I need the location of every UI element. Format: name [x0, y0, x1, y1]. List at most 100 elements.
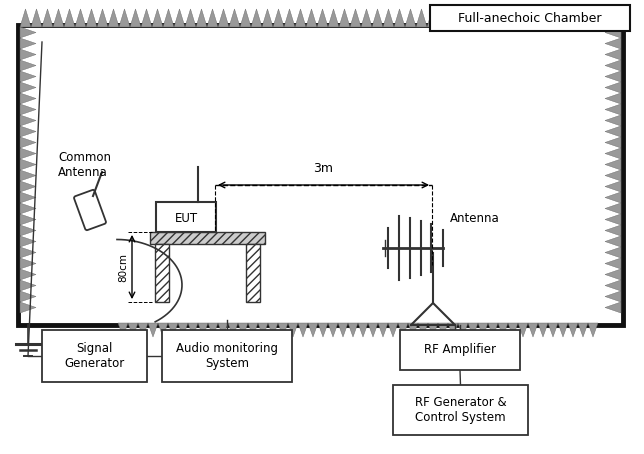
Polygon shape [317, 9, 328, 27]
Polygon shape [284, 9, 295, 27]
Polygon shape [20, 82, 36, 93]
Polygon shape [418, 323, 428, 337]
Polygon shape [268, 323, 278, 337]
Polygon shape [471, 9, 482, 27]
Polygon shape [605, 236, 621, 247]
Polygon shape [53, 9, 64, 27]
Polygon shape [603, 9, 614, 27]
Polygon shape [42, 9, 53, 27]
Text: Full-anechoic Chamber: Full-anechoic Chamber [459, 11, 601, 25]
Polygon shape [605, 49, 621, 60]
Polygon shape [75, 9, 86, 27]
Polygon shape [86, 9, 97, 27]
Polygon shape [605, 148, 621, 159]
Polygon shape [20, 269, 36, 280]
Bar [400, 330, 520, 370]
Polygon shape [20, 9, 31, 27]
Text: Signal
Generator: Signal Generator [64, 342, 125, 370]
Polygon shape [20, 137, 36, 148]
Bar [393, 385, 528, 435]
Polygon shape [515, 9, 526, 27]
Polygon shape [498, 323, 508, 337]
Polygon shape [605, 38, 621, 49]
Polygon shape [538, 323, 548, 337]
Polygon shape [605, 126, 621, 137]
Polygon shape [558, 323, 568, 337]
Polygon shape [163, 9, 174, 27]
Polygon shape [158, 323, 168, 337]
Polygon shape [31, 9, 42, 27]
Polygon shape [198, 323, 208, 337]
Polygon shape [408, 323, 418, 337]
Polygon shape [338, 323, 348, 337]
Polygon shape [605, 225, 621, 236]
Polygon shape [605, 71, 621, 82]
Polygon shape [251, 9, 262, 27]
Polygon shape [20, 291, 36, 302]
Polygon shape [448, 323, 458, 337]
Polygon shape [228, 323, 238, 337]
Polygon shape [559, 9, 570, 27]
Polygon shape [605, 181, 621, 192]
Polygon shape [605, 280, 621, 291]
FancyBboxPatch shape [74, 190, 106, 230]
Polygon shape [119, 9, 130, 27]
Text: Common
Antenna: Common Antenna [58, 151, 111, 179]
Polygon shape [348, 323, 358, 337]
Polygon shape [240, 9, 251, 27]
Polygon shape [108, 9, 119, 27]
Polygon shape [306, 9, 317, 27]
Polygon shape [20, 280, 36, 291]
Polygon shape [328, 323, 338, 337]
Polygon shape [262, 9, 273, 27]
Polygon shape [20, 236, 36, 247]
Polygon shape [20, 49, 36, 60]
Polygon shape [416, 9, 427, 27]
Polygon shape [405, 9, 416, 27]
Polygon shape [328, 9, 339, 27]
Polygon shape [185, 9, 196, 27]
Polygon shape [20, 225, 36, 236]
Polygon shape [138, 323, 148, 337]
Bar [155, 244, 169, 302]
Polygon shape [20, 203, 36, 214]
Polygon shape [482, 9, 493, 27]
Polygon shape [20, 302, 36, 313]
Polygon shape [488, 323, 498, 337]
Polygon shape [581, 9, 592, 27]
Text: 80cm: 80cm [118, 252, 128, 281]
Polygon shape [605, 137, 621, 148]
Bar [150, 232, 265, 244]
Polygon shape [537, 9, 548, 27]
Text: Audio monitoring
System: Audio monitoring System [176, 342, 278, 370]
Polygon shape [605, 27, 621, 38]
Polygon shape [148, 323, 158, 337]
Polygon shape [588, 323, 598, 337]
Polygon shape [548, 323, 558, 337]
Polygon shape [372, 9, 383, 27]
Polygon shape [20, 159, 36, 170]
Polygon shape [218, 9, 229, 27]
Polygon shape [605, 60, 621, 71]
Polygon shape [196, 9, 207, 27]
Polygon shape [605, 247, 621, 258]
Polygon shape [20, 247, 36, 258]
Polygon shape [207, 9, 218, 27]
Polygon shape [308, 323, 318, 337]
Polygon shape [383, 9, 394, 27]
Polygon shape [298, 323, 308, 337]
Polygon shape [458, 323, 468, 337]
Polygon shape [427, 9, 438, 27]
Polygon shape [578, 323, 588, 337]
Polygon shape [188, 323, 198, 337]
Polygon shape [168, 323, 178, 337]
Polygon shape [605, 170, 621, 181]
Polygon shape [358, 323, 368, 337]
Polygon shape [20, 115, 36, 126]
Polygon shape [508, 323, 518, 337]
Polygon shape [288, 323, 298, 337]
Polygon shape [605, 192, 621, 203]
Text: 3m: 3m [314, 162, 334, 175]
Polygon shape [20, 148, 36, 159]
Polygon shape [438, 323, 448, 337]
